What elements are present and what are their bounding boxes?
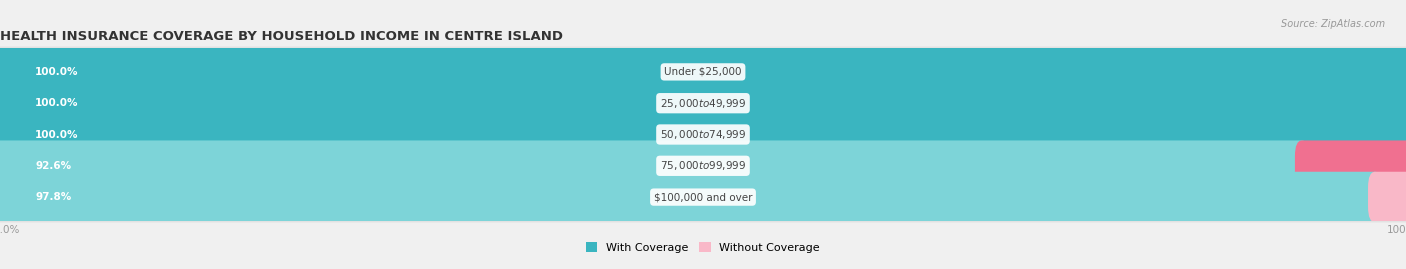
Text: $75,000 to $99,999: $75,000 to $99,999 [659,159,747,172]
Text: 100.0%: 100.0% [35,98,79,108]
FancyBboxPatch shape [0,109,1406,160]
Legend: With Coverage, Without Coverage: With Coverage, Without Coverage [586,242,820,253]
FancyBboxPatch shape [0,172,1382,222]
FancyBboxPatch shape [0,109,1406,160]
FancyBboxPatch shape [0,47,1406,97]
Text: HEALTH INSURANCE COVERAGE BY HOUSEHOLD INCOME IN CENTRE ISLAND: HEALTH INSURANCE COVERAGE BY HOUSEHOLD I… [0,30,562,43]
FancyBboxPatch shape [0,78,1406,129]
FancyBboxPatch shape [0,140,1309,191]
Text: 100.0%: 100.0% [35,67,79,77]
Text: Under $25,000: Under $25,000 [664,67,742,77]
Text: $100,000 and over: $100,000 and over [654,192,752,202]
FancyBboxPatch shape [0,78,1406,129]
FancyBboxPatch shape [0,140,1406,191]
FancyBboxPatch shape [1295,140,1406,191]
Text: Source: ZipAtlas.com: Source: ZipAtlas.com [1281,19,1385,29]
Text: 97.8%: 97.8% [35,192,72,202]
Text: $25,000 to $49,999: $25,000 to $49,999 [659,97,747,110]
Text: $50,000 to $74,999: $50,000 to $74,999 [659,128,747,141]
Text: 100.0%: 100.0% [35,129,79,140]
FancyBboxPatch shape [1368,172,1406,222]
FancyBboxPatch shape [0,47,1406,97]
FancyBboxPatch shape [0,172,1406,222]
Text: 92.6%: 92.6% [35,161,72,171]
